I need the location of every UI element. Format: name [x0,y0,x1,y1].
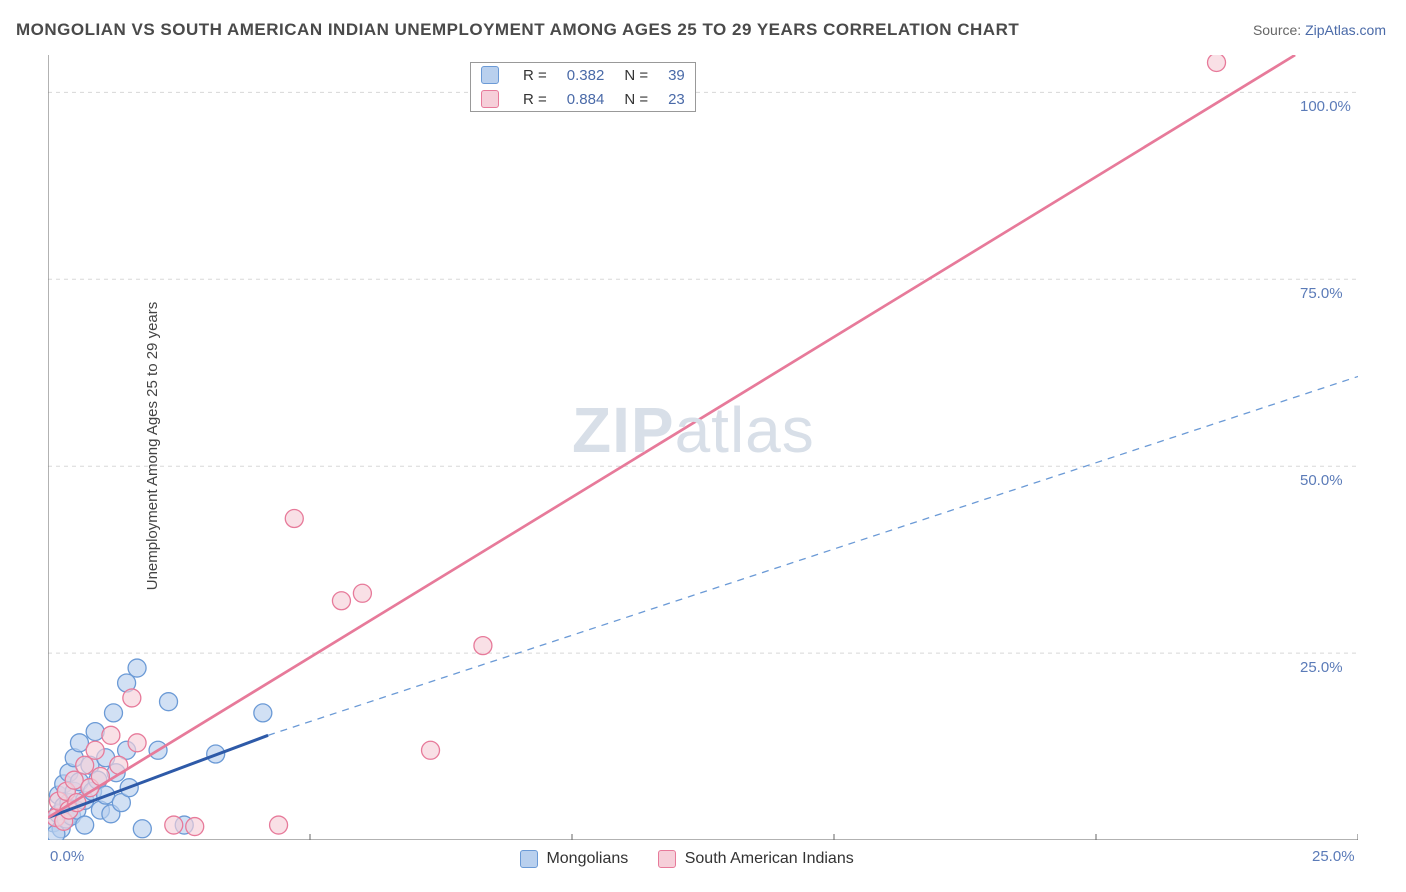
n-value: 39 [658,63,695,87]
stat-label: N = [614,63,658,87]
stat-label: N = [614,87,658,111]
series-name: South American Indians [685,850,854,867]
y-tick-label: 50.0% [1300,472,1343,489]
source-credit: Source: ZipAtlas.com [1253,22,1386,38]
series-name: Mongolians [546,850,628,867]
swatch-icon [520,850,538,868]
n-value: 23 [658,87,695,111]
y-tick-label: 25.0% [1300,659,1343,676]
x-tick-label: 0.0% [50,848,84,865]
swatch-icon [658,850,676,868]
scatter-plot [48,55,1358,840]
legend-row: R = 0.382 N = 39 [471,63,695,87]
y-tick-label: 100.0% [1300,98,1351,115]
source-link[interactable]: ZipAtlas.com [1305,22,1386,38]
chart-title: MONGOLIAN VS SOUTH AMERICAN INDIAN UNEMP… [16,20,1019,40]
legend-item: Mongolians [520,850,628,868]
swatch-icon [481,66,499,84]
legend-row: R = 0.884 N = 23 [471,87,695,111]
legend-item: South American Indians [658,850,853,868]
r-value: 0.884 [557,87,615,111]
correlation-legend: R = 0.382 N = 39 R = 0.884 N = 23 [470,62,696,112]
swatch-icon [481,90,499,108]
source-label: Source: [1253,22,1305,38]
y-tick-label: 75.0% [1300,285,1343,302]
r-value: 0.382 [557,63,615,87]
stat-label: R = [513,63,557,87]
x-tick-label: 25.0% [1312,848,1355,865]
stat-label: R = [513,87,557,111]
series-legend: Mongolians South American Indians [520,850,854,868]
